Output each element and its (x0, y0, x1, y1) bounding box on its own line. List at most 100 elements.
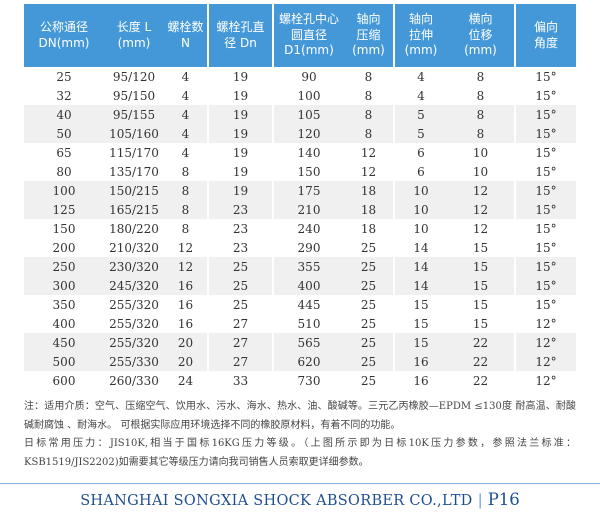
table-cell: 450 (52, 335, 76, 350)
table-cell: 65 (56, 145, 72, 160)
table-cell: 6 (417, 164, 425, 179)
table-cell: 50 (56, 126, 72, 141)
table-row: 100 150/215 8 19 175 18 10 12 15° (24, 181, 576, 200)
table-cell: 25 (344, 314, 395, 333)
table-cell: 95/155 (112, 107, 156, 122)
table-cell: 15° (535, 69, 557, 84)
table-cell: 40 (56, 107, 72, 122)
table-cell: 730 (297, 373, 321, 388)
table-cell: 8 (344, 67, 395, 86)
table-row: 250 230/320 12 25 355 25 14 15 15° (24, 257, 576, 276)
table-cell: 25 (209, 257, 274, 276)
table-body: 25 95/120 4 19 90 8 4 8 15° 32 95/150 4 19 100 8 4 8 15° 4… (24, 67, 576, 390)
column-header: 轴向 拉伸 (mm) (404, 12, 438, 58)
company-name: SHANGHAI SONGXIA SHOCK ABSORBER CO.,LTD (80, 493, 473, 509)
table-cell: 12° (535, 354, 557, 369)
table-cell: 19 (209, 162, 274, 181)
table-cell: 15 (413, 316, 429, 331)
table-cell: 400 (297, 278, 321, 293)
table-row: 600 260/330 24 33 730 25 16 22 12° (24, 371, 576, 390)
table-row: 125 165/215 8 23 210 18 10 12 15° (24, 200, 576, 219)
table-cell: 105/160 (109, 126, 159, 141)
table-row: 200 210/320 12 23 290 25 14 15 15° (24, 238, 576, 257)
table-cell: 565 (297, 335, 321, 350)
table-cell: 4 (164, 105, 209, 124)
table-cell: 19 (209, 181, 274, 200)
table-cell: 12° (535, 316, 557, 331)
table-row: 150 180/220 8 23 240 18 10 12 15° (24, 219, 576, 238)
table-cell: 25 (344, 295, 395, 314)
table-cell: 20 (164, 352, 209, 371)
table-cell: 23 (209, 200, 274, 219)
table-cell: 90 (301, 69, 317, 84)
table-cell: 200 (52, 240, 76, 255)
table-cell: 10 (447, 162, 516, 181)
table-cell: 14 (413, 240, 429, 255)
table-cell: 15° (535, 278, 557, 293)
table-cell: 8 (164, 181, 209, 200)
table-cell: 290 (297, 240, 321, 255)
table-cell: 175 (297, 183, 321, 198)
table-cell: 15 (413, 297, 429, 312)
table-cell: 14 (413, 278, 429, 293)
column-header: 轴向 压缩 (mm) (344, 4, 395, 67)
table-cell: 25 (344, 276, 395, 295)
table-cell: 100 (52, 183, 76, 198)
table-cell: 15 (447, 295, 516, 314)
table-cell: 25 (344, 257, 395, 276)
table-row: 50 105/160 4 19 120 8 5 8 15° (24, 124, 576, 143)
table-cell: 15° (535, 221, 557, 236)
table-cell: 22 (447, 333, 516, 352)
column-header: 横向 位移 (mm) (447, 4, 516, 67)
table-cell: 125 (52, 202, 76, 217)
table-cell: 19 (209, 143, 274, 162)
table-cell: 260/330 (109, 373, 159, 388)
table-cell: 105 (297, 107, 321, 122)
table-cell: 10 (447, 143, 516, 162)
table-cell: 255/330 (109, 354, 159, 369)
table-cell: 210/320 (109, 240, 159, 255)
table-cell: 25 (209, 276, 274, 295)
table-cell: 255/320 (109, 316, 159, 331)
column-header: 螺栓孔直 径 Dn (209, 4, 274, 67)
table-cell: 23 (209, 238, 274, 257)
column-header: 螺栓数 N (164, 4, 209, 67)
table-cell: 245/320 (109, 278, 159, 293)
table-cell: 15° (535, 107, 557, 122)
table-cell: 14 (413, 259, 429, 274)
table-cell: 95/120 (112, 69, 156, 84)
note-pressure: 日标常用压力：JIS10K,相当于国标16KG压力等级。（上图所示即为日标10K… (24, 438, 576, 468)
table-cell: 12 (344, 162, 395, 181)
table-cell: 27 (209, 333, 274, 352)
table-cell: 165/215 (109, 202, 159, 217)
table-header-row: 公称通径 DN(mm) 长度 L (mm) 螺栓数 N 螺栓孔直 径 Dn 螺栓孔中心 … (24, 4, 576, 67)
table-cell: 12 (447, 181, 516, 200)
table-cell: 355 (297, 259, 321, 274)
table-cell: 15 (447, 276, 516, 295)
table-cell: 18 (344, 181, 395, 200)
table-cell: 15° (535, 164, 557, 179)
table-cell: 80 (56, 164, 72, 179)
table-cell: 18 (344, 200, 395, 219)
table-cell: 15° (535, 183, 557, 198)
table-cell: 33 (209, 371, 274, 390)
spec-table: 公称通径 DN(mm) 长度 L (mm) 螺栓数 N 螺栓孔直 径 Dn 螺栓孔中心 … (24, 4, 576, 390)
table-row: 25 95/120 4 19 90 8 4 8 15° (24, 67, 576, 86)
table-cell: 100 (297, 88, 321, 103)
table-cell: 16 (413, 373, 429, 388)
table-cell: 15 (413, 335, 429, 350)
column-header: 公称通径 DN(mm) (38, 19, 90, 50)
table-cell: 4 (164, 67, 209, 86)
table-row: 350 255/320 16 25 445 25 15 15 15° (24, 295, 576, 314)
table-cell: 115/170 (109, 145, 159, 160)
table-cell: 150 (52, 221, 76, 236)
table-cell: 8 (344, 124, 395, 143)
table-cell: 19 (209, 124, 274, 143)
table-cell: 445 (297, 297, 321, 312)
table-cell: 400 (52, 316, 76, 331)
table-cell: 4 (164, 86, 209, 105)
table-cell: 620 (297, 354, 321, 369)
table-row: 300 245/320 16 25 400 25 14 15 15° (24, 276, 576, 295)
table-row: 80 135/170 8 19 150 12 6 10 15° (24, 162, 576, 181)
